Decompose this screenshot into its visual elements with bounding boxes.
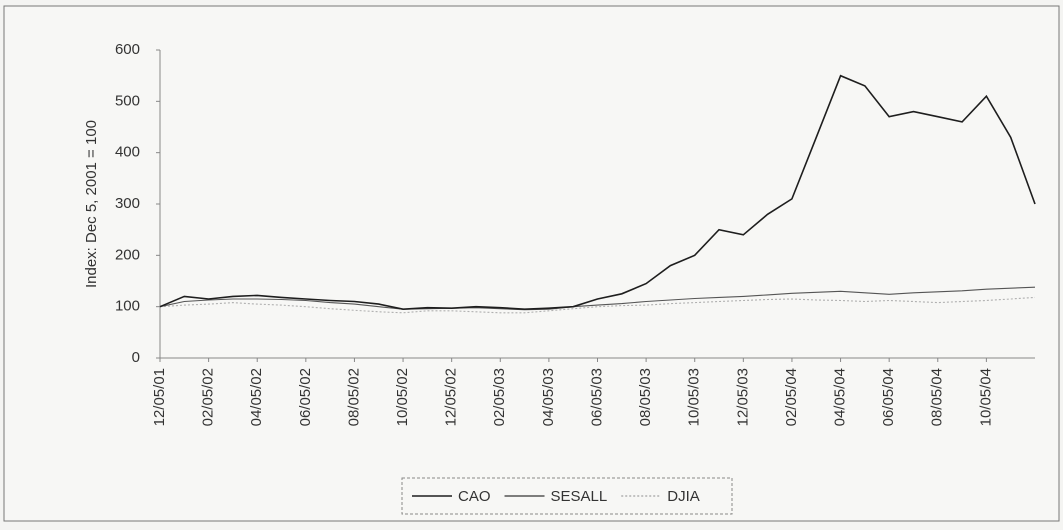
y-tick-label: 400 <box>115 144 140 161</box>
x-tick-label: 04/05/04 <box>832 368 849 426</box>
x-tick-label: 10/05/03 <box>686 368 703 426</box>
y-tick-label: 0 <box>132 349 140 366</box>
legend-label: SESALL <box>551 488 608 505</box>
x-tick-label: 06/05/03 <box>588 368 605 426</box>
x-tick-label: 08/05/03 <box>637 368 654 426</box>
y-axis-label: Index: Dec 5, 2001 = 100 <box>83 120 100 288</box>
x-tick-label: 02/05/02 <box>200 368 217 426</box>
y-tick-label: 600 <box>115 41 140 58</box>
x-tick-label: 06/05/04 <box>880 368 897 426</box>
x-tick-label: 12/05/03 <box>734 368 751 426</box>
chart-border <box>3 5 1060 522</box>
x-tick-label: 02/05/03 <box>491 368 508 426</box>
series-line <box>159 286 1036 311</box>
y-tick-label: 100 <box>115 298 140 315</box>
legend-box <box>401 477 733 515</box>
y-tick-label: 300 <box>115 195 140 212</box>
x-tick-label: 06/05/02 <box>297 368 314 426</box>
x-tick-label: 08/05/04 <box>929 368 946 426</box>
y-tick-label: 200 <box>115 246 140 263</box>
x-tick-label: 10/05/02 <box>394 368 411 426</box>
x-tick-label: 12/05/02 <box>443 368 460 426</box>
x-tick-label: 04/05/03 <box>540 368 557 426</box>
series-line <box>159 74 1036 311</box>
x-tick-label: 10/05/04 <box>977 368 994 426</box>
y-tick-label: 500 <box>115 92 140 109</box>
x-tick-label: 08/05/02 <box>345 368 362 426</box>
x-tick-label: 04/05/02 <box>248 368 265 426</box>
x-tick-label: 12/05/01 <box>151 368 168 426</box>
legend-label: DJIA <box>667 488 700 505</box>
legend-label: CAO <box>458 488 491 505</box>
x-tick-label: 02/05/04 <box>783 368 800 426</box>
